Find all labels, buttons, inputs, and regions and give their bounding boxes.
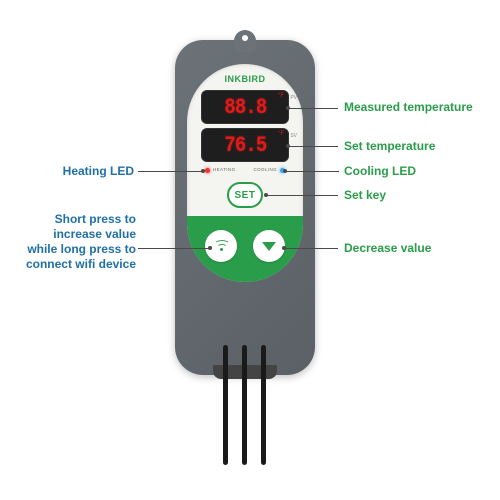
leader-line	[284, 248, 338, 249]
mounting-hanger	[234, 30, 256, 52]
set-button-label: SET	[235, 190, 256, 201]
leader-line	[288, 108, 338, 109]
controller-body: INKBIRD 88.8 °F PV 76.5 °F SV HEATING CO…	[175, 40, 315, 375]
decrease-button[interactable]	[253, 230, 285, 262]
power-cable	[242, 345, 247, 465]
set-button[interactable]: SET	[227, 182, 263, 208]
pv-unit: °F	[278, 93, 284, 99]
leader-line	[266, 195, 338, 196]
heating-led-label: HEATING	[213, 167, 235, 172]
hanger-hole	[242, 35, 248, 41]
pv-reading: 88.8	[224, 95, 266, 120]
sv-tag: SV	[290, 133, 297, 139]
callout-decrease: Decrease value	[344, 241, 431, 256]
cooling-led-label: COOLING	[253, 167, 277, 172]
sv-unit: °F	[278, 131, 284, 137]
sv-reading: 76.5	[224, 133, 266, 158]
callout-set-temp: Set temperature	[344, 139, 435, 154]
leader-line	[288, 146, 338, 147]
heating-led-icon	[205, 168, 210, 173]
leader-line	[285, 171, 339, 172]
power-cable	[261, 345, 266, 465]
callout-measured-temp: Measured temperature	[344, 100, 473, 115]
leader-line	[138, 171, 202, 172]
led-indicator-row: HEATING COOLING	[199, 168, 291, 178]
callout-set-key: Set key	[344, 188, 386, 203]
pv-display: 88.8 °F PV	[201, 90, 289, 124]
front-panel: INKBIRD 88.8 °F PV 76.5 °F SV HEATING CO…	[187, 64, 303, 282]
brand-logo: INKBIRD	[225, 74, 266, 84]
callout-cooling-led: Cooling LED	[344, 164, 416, 179]
power-cable	[223, 345, 228, 465]
pv-tag: PV	[290, 95, 297, 101]
callout-wifi-increase: Short press to increase value while long…	[8, 212, 136, 272]
callout-heating-led: Heating LED	[52, 164, 134, 179]
chevron-down-icon	[262, 242, 276, 251]
leader-line	[138, 248, 210, 249]
sv-display: 76.5 °F SV	[201, 128, 289, 162]
wifi-icon	[214, 240, 228, 252]
